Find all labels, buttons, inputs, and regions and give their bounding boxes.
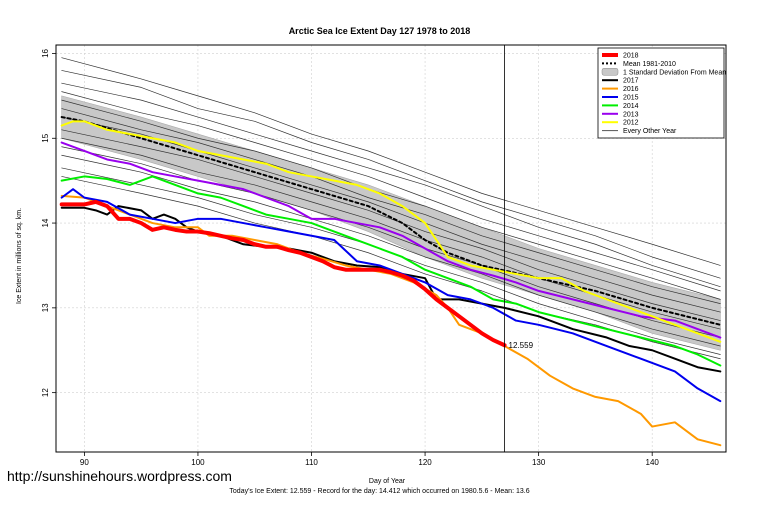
series-line-2012: [60, 120, 722, 343]
legend-label: 1 Standard Deviation From Mean: [623, 69, 726, 76]
series-line-year-5: [61, 108, 721, 304]
x-tick-label: 100: [191, 458, 205, 467]
plot-frame: [55, 44, 727, 453]
y-tick-label: 12: [41, 388, 50, 397]
series-line-year-4: [61, 99, 721, 300]
series-line-every-other-year: [61, 57, 721, 266]
legend-label: Mean 1981-2010: [623, 61, 676, 68]
legend-swatch: [601, 68, 619, 76]
y-tick-label: 13: [41, 303, 50, 312]
watermark: http://sunshinehours.wordpress.com: [7, 468, 232, 484]
chart-title: Arctic Sea Ice Extent Day 127 1978 to 20…: [289, 26, 471, 36]
y-tick-label: 16: [41, 48, 50, 57]
series-line-2013: [60, 141, 722, 339]
y-axis: 12 13 14 15 16: [41, 48, 56, 397]
x-tick-label: 130: [532, 458, 546, 467]
series-line-2014: [60, 175, 722, 367]
series-line-year-10: [61, 154, 721, 347]
todays-value-label: 12.559: [509, 341, 534, 350]
x-tick-label: 120: [418, 458, 432, 467]
legend-label: 2015: [623, 95, 639, 102]
x-axis-label: Day of Year: [369, 478, 406, 485]
footer-caption: Today's Ice Extent: 12.559 - Record for …: [229, 488, 530, 495]
legend-box: [597, 47, 725, 139]
x-axis: 90 100 110 120 130 140: [80, 452, 659, 467]
legend-label: 2016: [623, 86, 639, 93]
series-group: [59, 57, 722, 447]
series-line-year-2: [61, 82, 721, 288]
series-line-2016: [60, 194, 722, 447]
legend-label: 2012: [623, 120, 639, 127]
series-line-2015: [60, 188, 722, 403]
series-line-2018: [59, 199, 507, 348]
x-tick-label: 90: [80, 458, 89, 467]
legend-label: 2017: [623, 78, 639, 85]
y-tick-label: 15: [41, 133, 50, 142]
legend-label: Every Other Year: [623, 128, 677, 135]
legend-label: 2013: [623, 111, 639, 118]
legend-label: 2018: [623, 53, 639, 60]
x-tick-label: 140: [646, 458, 660, 467]
y-tick-label: 14: [41, 218, 50, 227]
series-line-year-1: [61, 70, 721, 279]
y-axis-label: Ice Extent in millions of sq. km.: [16, 208, 23, 304]
series-line-year-3: [61, 91, 721, 292]
legend-label: 2014: [623, 103, 639, 110]
x-tick-label: 110: [305, 458, 318, 467]
